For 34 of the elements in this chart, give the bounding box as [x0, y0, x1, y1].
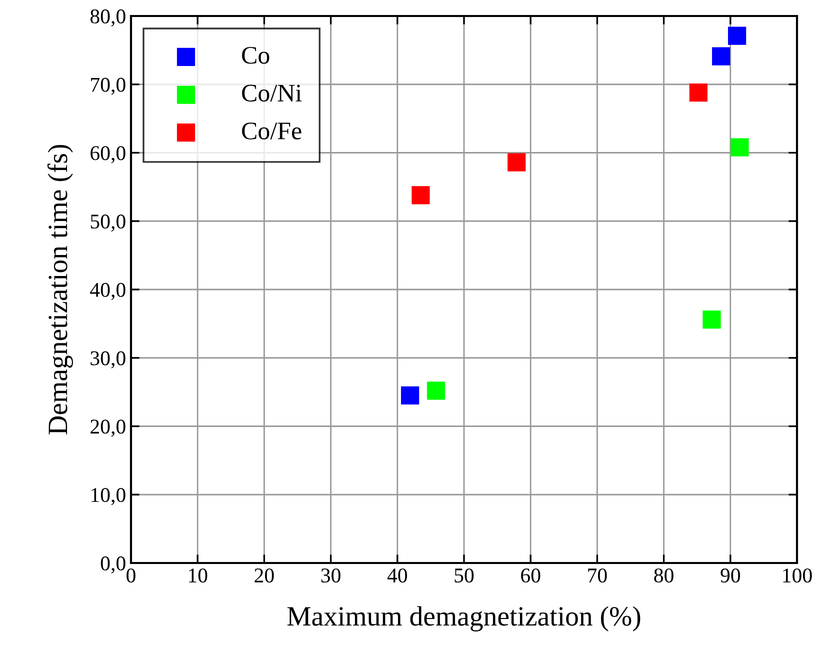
legend-label: Co: [242, 46, 270, 64]
x-tick-label: 60: [521, 568, 540, 583]
point: [730, 138, 749, 156]
y-axis-title: Demagnetization time (fs): [47, 144, 74, 434]
y-tick-label: 50,0: [90, 214, 126, 232]
x-tick-label: 0: [126, 568, 136, 583]
y-tick-label: 30,0: [90, 351, 126, 368]
x-tick-label: 80: [654, 568, 674, 583]
legend-label: Co/Ni: [242, 84, 302, 102]
point: [689, 84, 708, 102]
x-tick-label: 90: [720, 568, 740, 583]
y-tick-label: 70,0: [91, 78, 126, 95]
point: [508, 153, 526, 172]
point: [426, 382, 446, 400]
legend-label: Co/Fe: [242, 122, 302, 140]
x-tick-label: 50: [454, 568, 474, 583]
x-tick-label: 30: [321, 568, 340, 583]
point: [412, 186, 430, 204]
x-tick-label: 40: [387, 568, 408, 583]
y-tick-label: 60,0: [90, 146, 126, 164]
point: [702, 310, 721, 329]
point: [401, 386, 420, 405]
y-tick-label: 20,0: [90, 420, 126, 437]
x-tick-label: 10: [189, 568, 208, 583]
y-tick-label: 40,0: [90, 282, 126, 300]
point: [712, 47, 730, 66]
x-tick-label: 70: [588, 568, 607, 583]
y-tick-label: 80,0: [90, 9, 126, 26]
x-tick-label: 100: [783, 568, 812, 583]
y-tick-label: 0,0: [100, 556, 126, 574]
y-tick-label: 10,0: [92, 488, 126, 506]
x-tick-label: 20: [254, 568, 274, 583]
x-axis-title: Maximum demagnetization (%): [287, 606, 640, 632]
point: [728, 26, 746, 45]
